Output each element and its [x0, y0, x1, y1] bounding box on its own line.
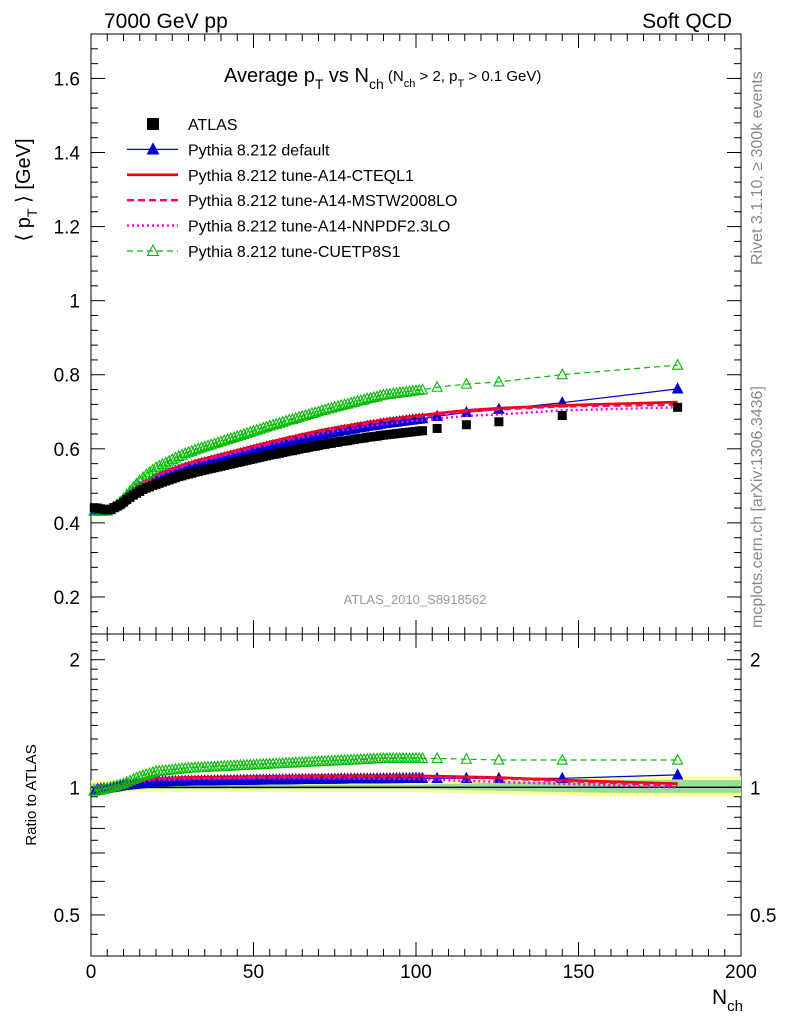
series-point-cuetp8s1: [354, 393, 367, 406]
atlas-data-point: [432, 423, 442, 433]
ratio-point-cuetp8s1: [416, 751, 429, 764]
atlas-data-point: [673, 402, 683, 412]
ratio-point-cuetp8s1: [556, 753, 569, 765]
x-tick-label: 150: [563, 962, 595, 983]
legend: ATLAS Pythia 8.212 default Pythia 8.212 tu…: [127, 117, 457, 261]
legend-label-mstw: Pythia 8.212 tune-A14-MSTW2008LO: [188, 193, 457, 210]
main-y-tick-label: 0.6: [54, 440, 80, 461]
series-point-cuetp8s1: [296, 409, 309, 421]
atlas-data-point: [418, 426, 427, 436]
legend-marker-default: [146, 142, 160, 155]
mcplots-reference-label: mcplots.cern.ch [arXiv:1306.3436]: [749, 386, 766, 628]
header-energy: 7000 GeV pp: [104, 10, 228, 33]
main-y-tick-label: 0.8: [54, 366, 80, 387]
series-point-cuetp8s1: [293, 410, 305, 422]
legend-marker-cuetp8s1: [146, 243, 160, 257]
x-tick-label: 100: [400, 962, 432, 983]
series-point-cuetp8s1: [348, 395, 361, 407]
series-point-cuetp8s1: [358, 393, 370, 405]
series-default: [88, 382, 684, 796]
main-y-tick-label: 1.4: [54, 144, 81, 165]
atlas-data-point: [494, 417, 504, 427]
series-point-cuetp8s1: [361, 392, 374, 404]
series-line-nnpdf: [94, 406, 678, 512]
ratio-y-tick-label-right: 0.5: [750, 906, 776, 927]
series-point-cuetp8s1: [364, 391, 377, 403]
x-tick-label: 50: [243, 962, 264, 983]
series-point-cuetp8s1: [460, 377, 473, 389]
series-point-cuetp8s1: [325, 401, 338, 413]
series-point-cuetp8s1: [367, 390, 380, 403]
ratio-point-default: [671, 768, 684, 780]
main-y-tick-label: 0.4: [54, 514, 81, 535]
ratio-y-tick-label: 1: [69, 778, 80, 799]
ratio-y-tick-label: 0.5: [54, 906, 80, 927]
series-nnpdf: [94, 406, 678, 792]
ratio-point-cuetp8s1: [671, 753, 684, 765]
legend-label-nnpdf: Pythia 8.212 tune-A14-NNPDF2.3LO: [188, 219, 450, 236]
x-tick-label: 0: [86, 962, 97, 983]
series-point-cuetp8s1: [338, 398, 351, 410]
series-point-cuetp8s1: [351, 394, 364, 406]
ratio-point-cuetp8s1: [460, 752, 473, 764]
y-axis-label: ⟨ pT ⟩ [GeV]: [13, 138, 40, 241]
data-series: [88, 358, 684, 796]
main-y-tick-label: 1.2: [54, 218, 80, 239]
main-y-tick-label: 1: [69, 292, 80, 313]
plot-title: Average pT vs Nch (Nch > 2, pT > 0.1 GeV…: [224, 65, 541, 92]
series-point-cuetp8s1: [345, 396, 357, 408]
legend-marker-atlas: [147, 118, 159, 130]
series-point-cuetp8s1: [306, 406, 318, 418]
atlas-data-point: [461, 420, 471, 430]
ratio-y-tick-label-right: 2: [750, 651, 761, 672]
atlas-data-point: [557, 410, 567, 420]
ratio-point-cuetp8s1: [431, 751, 443, 764]
series-point-cuetp8s1: [315, 403, 328, 416]
series-point-cuetp8s1: [431, 380, 443, 392]
rivet-version-label: Rivet 3.1.10, ≥ 300k events: [749, 71, 766, 265]
series-point-cuetp8s1: [556, 368, 569, 380]
series-point-cuetp8s1: [332, 399, 344, 412]
series-point-cuetp8s1: [302, 407, 315, 420]
series-point-cuetp8s1: [416, 383, 429, 395]
ratio-point-cuetp8s1: [146, 765, 159, 778]
series-point-cuetp8s1: [328, 400, 341, 412]
ratio-y-tick-label: 2: [69, 651, 80, 672]
series-point-cuetp8s1: [374, 389, 387, 401]
ratio-y-axis-label: Ratio to ATLAS: [23, 744, 40, 845]
series-point-cuetp8s1: [133, 474, 146, 486]
header-category: Soft QCD: [642, 10, 732, 33]
legend-label-cteql1: Pythia 8.212 tune-A14-CTEQL1: [188, 168, 414, 185]
series-point-default: [671, 382, 684, 394]
series-point-cuetp8s1: [671, 358, 684, 370]
main-y-tick-label: 0.2: [54, 588, 80, 609]
series-point-cuetp8s1: [322, 402, 335, 414]
series-point-cuetp8s1: [267, 418, 279, 430]
main-y-tick-label: 1.6: [54, 69, 80, 90]
series-atlas: [89, 402, 683, 515]
legend-label-default: Pythia 8.212 default: [188, 142, 330, 159]
series-point-cuetp8s1: [283, 413, 296, 425]
legend-label-cuetp8s1: Pythia 8.212 tune-CUETP8S1: [188, 244, 401, 261]
series-point-cuetp8s1: [263, 419, 276, 431]
ratio-point-cuetp8s1: [493, 753, 505, 765]
legend-label-atlas: ATLAS: [188, 117, 238, 134]
ratio-y-tick-label-right: 1: [750, 778, 761, 799]
x-axis-label: Nch: [712, 986, 743, 1015]
axis-ticks: 0 50 100 150 200 0.2 0.4 0.6 0.8 1 1.2 1.4 1.6 0.5 0.5…: [54, 34, 776, 983]
analysis-watermark: ATLAS_2010_S8918562: [344, 592, 487, 607]
series-point-cuetp8s1: [312, 405, 325, 417]
series-point-cuetp8s1: [493, 375, 505, 387]
series-point-cuetp8s1: [319, 403, 331, 415]
series-point-default: [431, 409, 443, 421]
series-line-mstw: [94, 403, 678, 512]
series-point-cuetp8s1: [341, 397, 354, 409]
x-tick-label: 200: [725, 962, 757, 983]
series-point-cuetp8s1: [371, 390, 383, 402]
series-point-cuetp8s1: [280, 414, 292, 426]
series-point-cuetp8s1: [335, 398, 348, 410]
series-point-default: [416, 412, 429, 424]
